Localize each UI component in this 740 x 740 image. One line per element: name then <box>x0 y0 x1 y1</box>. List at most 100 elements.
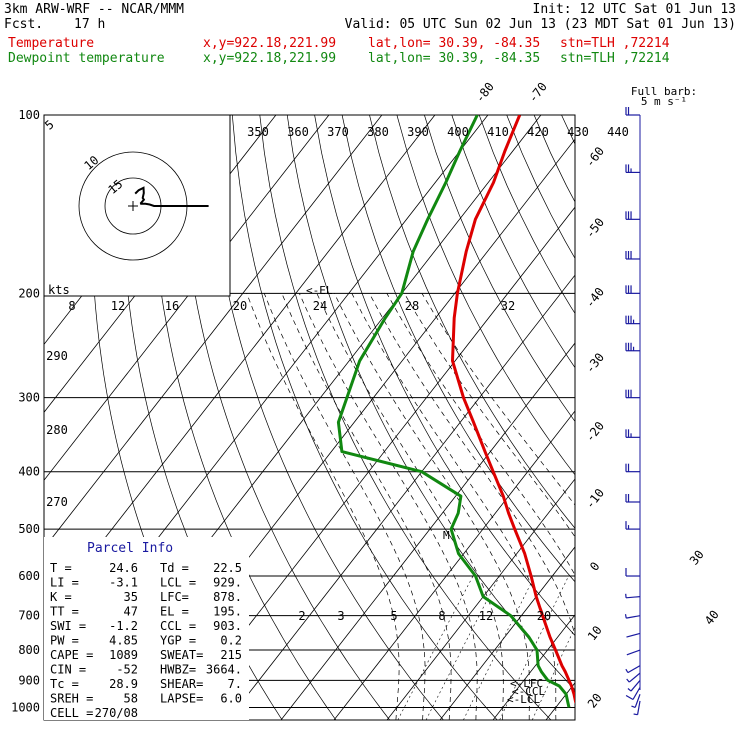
parcel-info-cell: 58 <box>124 692 138 706</box>
init-time: Init: 12 UTC Sat 01 Jun 13 <box>532 2 737 17</box>
pressure-label: 500 <box>18 522 40 536</box>
wind-barb <box>627 679 641 692</box>
parcel-info-cell: 7. <box>228 677 242 691</box>
isotherm-line <box>227 274 575 720</box>
pressure-label: 700 <box>18 609 40 623</box>
isotherm-line <box>174 206 575 720</box>
theta-label: 350 <box>247 125 269 139</box>
isotherm-line <box>652 115 740 720</box>
theta-left-label: 280 <box>46 423 68 437</box>
parcel-info-cell: CAPE = <box>50 648 93 662</box>
wind-barb <box>625 568 640 577</box>
isotherm-label: -70 <box>526 80 550 106</box>
parcel-info-cell: 1089 <box>109 648 138 662</box>
dewpoint-station: stn=TLH ,72214 <box>560 51 670 66</box>
hodograph-speed-label: 24 <box>313 299 327 313</box>
wind-barb <box>625 521 640 530</box>
theta-label: 420 <box>527 125 549 139</box>
pressure-label: 100 <box>18 108 40 122</box>
wind-barb <box>626 672 641 683</box>
isotherm-label: 10 <box>585 623 605 643</box>
moist-adiabat-line <box>246 293 400 720</box>
parcel-info-cell: CELL = <box>50 706 93 720</box>
pressure-label: 900 <box>18 673 40 687</box>
parcel-info-cell: SWI = <box>50 619 86 633</box>
wind-barb <box>625 593 641 599</box>
barb-legend-unit: 5 m s⁻¹ <box>641 95 687 108</box>
isotherm-label: -40 <box>583 285 607 311</box>
dry-adiabat-line <box>177 115 390 720</box>
wind-barb <box>631 694 641 708</box>
pressure-label: 400 <box>18 465 40 479</box>
parcel-info-cell: SHEAR= <box>160 677 203 691</box>
isotherm-label: -50 <box>583 215 607 241</box>
moist-adiabat-line <box>316 293 504 720</box>
hodograph-unit: kts <box>48 283 70 297</box>
temperature-trace <box>451 115 575 704</box>
dry-adiabat-line <box>451 115 575 369</box>
parcel-info-cell: 35 <box>124 590 138 604</box>
wind-barb <box>625 211 640 220</box>
parcel-info-cell: 4.85 <box>109 634 138 648</box>
moist-adiabat-line <box>368 293 575 637</box>
dry-adiabat-line <box>533 115 575 203</box>
wind-barb <box>625 342 640 352</box>
theta-label: 360 <box>287 125 309 139</box>
wind-barb <box>626 632 641 638</box>
isotherm-line <box>439 546 575 720</box>
isotherm-line <box>492 614 575 720</box>
isotherm-line <box>599 115 740 720</box>
hodograph-speed-label: 8 <box>68 299 75 313</box>
hodograph-trace <box>134 186 209 207</box>
dry-adiabat-line <box>204 115 444 720</box>
mixing-ratio-label: 8 <box>438 609 445 623</box>
isotherm-line <box>333 410 575 720</box>
dewpoint-legend: Dewpoint temperature <box>8 51 165 66</box>
dry-adiabat-line <box>589 115 740 720</box>
theta-label: 410 <box>487 125 509 139</box>
parcel-info-cell: -3.1 <box>109 576 138 590</box>
mixing-ratio-label: 5 <box>390 609 397 623</box>
el-marker: <-EL <box>306 284 333 297</box>
theta-label: 430 <box>567 125 589 139</box>
hodograph-speed-label: 28 <box>405 299 419 313</box>
isotherm-label: -10 <box>583 486 607 512</box>
mixing-ratio-label: 12 <box>479 609 493 623</box>
mixing-ratio-line <box>425 575 500 720</box>
parcel-info-panel: Parcel Info T = 24.6 Td = 22.5 LI = -3.1 LCL =… <box>44 537 249 720</box>
dry-adiabat-line <box>506 115 575 260</box>
lfc-marker: <-LFC <box>510 677 543 690</box>
dry-adiabat-line <box>699 115 740 720</box>
parcel-info-title: Parcel Info <box>87 541 173 556</box>
isotherm-label: 30 <box>687 548 707 568</box>
parcel-info-cell: 270/08 <box>95 706 138 720</box>
parcel-info-cell: YGP = <box>160 634 196 648</box>
parcel-info-cell: 929. <box>213 576 242 590</box>
pressure-label: 200 <box>18 286 40 300</box>
isotherm-line <box>705 115 740 720</box>
parcel-info-cell: CIN = <box>50 663 86 677</box>
theta-left-label: 270 <box>46 495 68 509</box>
dry-adiabat-line <box>259 115 552 720</box>
theta-label: 390 <box>407 125 429 139</box>
parcel-info-cell: LCL = <box>160 576 196 590</box>
wind-barb <box>625 250 640 260</box>
dewpoint-xy: x,y=922.18,221.99 <box>203 51 337 66</box>
isotherm-line <box>44 115 383 549</box>
temperature-xy: x,y=922.18,221.99 <box>203 36 337 51</box>
wind-barb <box>625 315 640 325</box>
pressure-label: 300 <box>18 391 40 405</box>
mixing-ratio-line <box>397 575 474 720</box>
isotherm-label: -30 <box>583 350 607 376</box>
isotherm-line <box>44 115 330 481</box>
parcel-info-cell: TT = <box>50 605 79 619</box>
wind-barb <box>625 389 640 399</box>
parcel-info-cell: 215 <box>220 648 242 662</box>
parcel-info-cell: HWBZ= <box>160 663 196 677</box>
wind-barbs <box>624 107 641 716</box>
parcel-info-cell: 22.5 <box>213 561 242 575</box>
isotherm-label: 40 <box>702 608 722 628</box>
wind-barb <box>633 700 641 716</box>
lcl-marker: <-LCL <box>507 693 540 706</box>
pressure-label: 800 <box>18 643 40 657</box>
